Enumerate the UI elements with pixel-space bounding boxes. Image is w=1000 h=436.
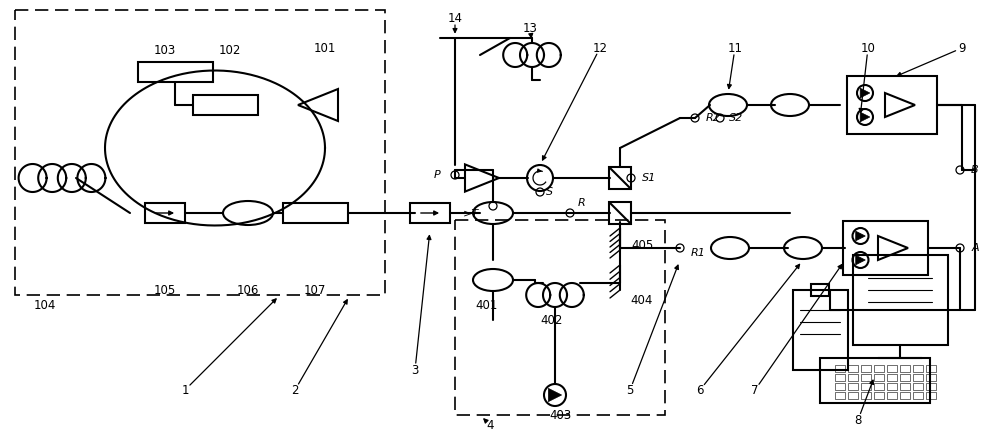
Text: S: S [546,187,554,197]
Bar [455,220,665,415]
Text: 105: 105 [154,283,176,296]
Text: 5: 5 [626,384,634,396]
Text: 101: 101 [314,41,336,54]
Bar [887,365,897,372]
Text: R: R [578,198,586,208]
Bar [811,284,829,296]
Polygon shape [860,112,870,122]
Bar [15,10,385,295]
Bar [861,392,871,399]
Text: 13: 13 [523,21,537,34]
Bar [874,374,884,381]
Bar [874,365,884,372]
Bar [609,202,631,224]
Text: 4: 4 [486,419,494,432]
Text: 104: 104 [34,299,56,311]
Bar [900,392,910,399]
Text: A: A [971,243,979,253]
Bar [900,383,910,390]
Text: R1: R1 [691,248,705,258]
Bar [835,365,845,372]
Bar [145,203,185,223]
Bar [848,383,858,390]
Text: 106: 106 [237,283,259,296]
Text: 3: 3 [411,364,419,377]
Text: 107: 107 [304,283,326,296]
Text: 1: 1 [181,384,189,396]
Text: 102: 102 [219,44,241,57]
Bar [887,383,897,390]
Bar [887,392,897,399]
Bar [861,383,871,390]
Text: 14: 14 [448,11,462,24]
Text: 10: 10 [861,41,875,54]
Text: 9: 9 [958,41,966,54]
Polygon shape [856,231,865,241]
Polygon shape [856,255,865,265]
Bar [913,392,923,399]
Text: 11: 11 [728,41,742,54]
Bar [926,374,936,381]
Bar [848,374,858,381]
Bar [913,365,923,372]
Bar [283,203,348,223]
Bar [861,374,871,381]
Text: S2: S2 [729,113,743,123]
Bar [848,392,858,399]
Text: 401: 401 [476,299,498,311]
Polygon shape [548,388,562,402]
Bar [874,392,884,399]
Bar [138,62,212,82]
Bar [609,167,631,189]
Bar [913,383,923,390]
Text: 403: 403 [549,409,571,422]
Text: 6: 6 [696,384,704,396]
Text: S1: S1 [642,173,656,183]
Bar [926,383,936,390]
Text: 2: 2 [291,384,299,396]
Bar [410,203,450,223]
Text: 402: 402 [541,313,563,327]
Bar [852,255,948,345]
Text: 8: 8 [854,413,862,426]
Bar [820,358,930,402]
Text: R2: R2 [706,113,720,123]
Bar [835,374,845,381]
Bar [900,374,910,381]
Bar [792,290,848,370]
Bar [842,221,928,275]
Bar [926,365,936,372]
Bar [835,392,845,399]
Text: 12: 12 [592,41,608,54]
Text: 103: 103 [154,44,176,57]
Text: 404: 404 [631,293,653,307]
Text: B: B [971,165,979,175]
Bar [847,76,937,134]
Text: 405: 405 [631,238,653,252]
Bar [874,383,884,390]
Text: >T: >T [463,209,479,219]
Bar [913,374,923,381]
Bar [926,392,936,399]
Bar [861,365,871,372]
Bar [900,365,910,372]
Bar [887,374,897,381]
Text: 7: 7 [751,384,759,396]
Polygon shape [860,88,870,98]
Text: P: P [434,170,440,180]
Bar [848,365,858,372]
Bar [835,383,845,390]
Bar [192,95,258,115]
